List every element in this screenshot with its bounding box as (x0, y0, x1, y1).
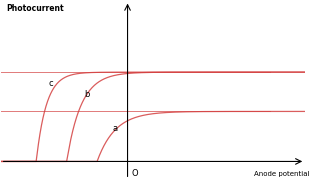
Text: b: b (84, 90, 90, 99)
Text: Photocurrent: Photocurrent (6, 4, 63, 14)
Text: O: O (132, 169, 138, 178)
Text: c: c (49, 79, 53, 88)
Text: a: a (112, 124, 117, 133)
Text: Anode potential: Anode potential (254, 171, 310, 177)
